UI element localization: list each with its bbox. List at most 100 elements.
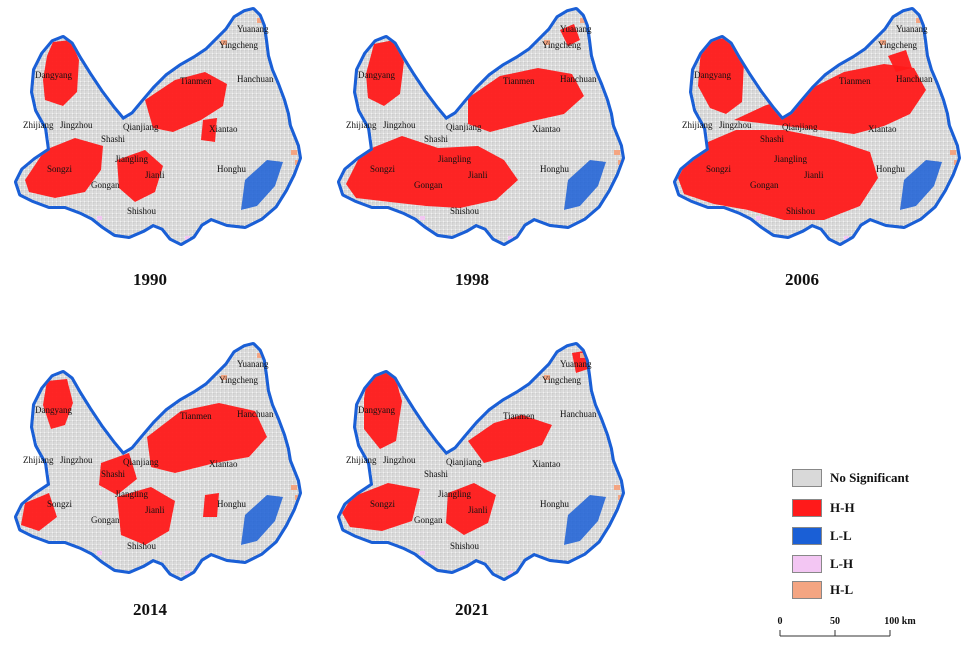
city-label: Xiantao bbox=[209, 124, 238, 134]
hl-cell bbox=[618, 495, 622, 500]
hl-cell bbox=[614, 150, 620, 155]
city-label: Xiantao bbox=[532, 124, 561, 134]
city-label: Xiantao bbox=[209, 459, 238, 469]
map-panel-1990: Yuanang Yingcheng Dangyang Hanchuan Tianmen Z… bbox=[5, 7, 305, 246]
city-label: Yuanang bbox=[560, 24, 592, 34]
hl-cell bbox=[950, 150, 956, 155]
city-label: Jianli bbox=[468, 505, 488, 515]
city-label: Shishou bbox=[786, 206, 816, 216]
legend-label: H-H bbox=[830, 500, 855, 515]
legend-swatch bbox=[792, 555, 822, 573]
lh-cell bbox=[97, 551, 102, 555]
hh-cluster bbox=[203, 493, 219, 517]
ll-lake bbox=[564, 495, 606, 545]
city-label: Gongan bbox=[750, 180, 779, 190]
city-label: Qianjiang bbox=[123, 122, 159, 132]
city-label: Honghu bbox=[540, 499, 569, 509]
city-label: Tianmen bbox=[503, 411, 535, 421]
city-label: Honghu bbox=[876, 164, 905, 174]
lh-cell bbox=[185, 236, 190, 240]
city-label: Jianli bbox=[804, 170, 824, 180]
hl-cell bbox=[291, 150, 297, 155]
map-panel-1998: Yuanang Yingcheng Dangyang Hanchuan Tianmen Z… bbox=[328, 7, 628, 246]
hl-cell bbox=[257, 18, 263, 23]
scale-tick-100: 100 km bbox=[884, 616, 916, 627]
lh-cell bbox=[756, 216, 761, 220]
hh-cluster bbox=[342, 483, 420, 531]
hh-cluster bbox=[446, 483, 496, 535]
city-label: Yingcheng bbox=[219, 40, 258, 50]
city-label: Yuanang bbox=[237, 24, 269, 34]
city-label: Jingzhou bbox=[60, 120, 93, 130]
city-label: Songzi bbox=[47, 164, 73, 174]
city-label: Shashi bbox=[424, 134, 449, 144]
city-label: Dangyang bbox=[694, 70, 731, 80]
year-label-2021: 2021 bbox=[455, 600, 489, 619]
year-label-1990: 1990 bbox=[133, 270, 167, 289]
city-label: Xiantao bbox=[532, 459, 561, 469]
lh-cell bbox=[844, 236, 849, 240]
city-label: Shashi bbox=[101, 134, 126, 144]
hh-cluster bbox=[147, 403, 267, 473]
city-label: Gongan bbox=[91, 515, 120, 525]
map-panel-2014: Yuanang Yingcheng Dangyang Hanchuan Tianmen Z… bbox=[5, 342, 305, 581]
ll-lake bbox=[241, 160, 283, 210]
city-label: Songzi bbox=[370, 499, 396, 509]
city-label: Yingcheng bbox=[878, 40, 917, 50]
city-label: Songzi bbox=[47, 499, 73, 509]
legend-swatch bbox=[792, 469, 822, 487]
hl-cell bbox=[544, 40, 550, 45]
city-label: Jingzhou bbox=[383, 455, 416, 465]
city-label: Jiangling bbox=[438, 489, 471, 499]
lh-cell bbox=[97, 216, 102, 220]
hh-cluster bbox=[43, 40, 79, 106]
lh-cell bbox=[420, 216, 425, 220]
city-label: Shashi bbox=[424, 469, 449, 479]
city-label: Dangyang bbox=[358, 70, 395, 80]
map-svg: Yuanang Yingcheng Dangyang Hanchuan Tianmen Z… bbox=[14, 7, 302, 246]
hl-cell bbox=[295, 160, 299, 165]
city-label: Xiantao bbox=[868, 124, 897, 134]
hl-cell bbox=[295, 495, 299, 500]
map-svg: Yuanang Yingcheng Dangyang Hanchuan Tianmen Z… bbox=[337, 342, 625, 581]
hh-cluster bbox=[698, 38, 744, 114]
legend-label: No Significant bbox=[830, 470, 910, 485]
city-label: Tianmen bbox=[839, 76, 871, 86]
city-label: Jianli bbox=[145, 170, 165, 180]
legend-swatch bbox=[792, 527, 822, 545]
hl-cell bbox=[618, 160, 622, 165]
city-label: Shashi bbox=[101, 469, 126, 479]
legend-item-lh: L-H bbox=[792, 554, 853, 574]
city-label: Jiangling bbox=[115, 489, 148, 499]
city-label: Dangyang bbox=[358, 405, 395, 415]
city-label: Jingzhou bbox=[383, 120, 416, 130]
city-label: Hanchuan bbox=[560, 409, 597, 419]
hh-cluster bbox=[201, 118, 217, 142]
hl-cell bbox=[544, 375, 550, 380]
hl-cell bbox=[221, 375, 227, 380]
city-label: Zhijiang bbox=[682, 120, 713, 130]
city-label: Hanchuan bbox=[560, 74, 597, 84]
year-label-2014: 2014 bbox=[133, 600, 167, 619]
city-label: Gongan bbox=[414, 515, 443, 525]
scale-tick-50: 50 bbox=[830, 616, 840, 627]
city-label: Yingcheng bbox=[542, 375, 581, 385]
legend-label: H-L bbox=[830, 582, 854, 597]
hh-cluster bbox=[468, 415, 552, 463]
city-label: Songzi bbox=[370, 164, 396, 174]
city-label: Qianjiang bbox=[123, 457, 159, 467]
map-svg: Yuanang Yingcheng Dangyang Hanchuan Tianmen Z… bbox=[14, 342, 302, 581]
map-panel-2021: Yuanang Yingcheng Dangyang Hanchuan Tianmen Z… bbox=[328, 342, 628, 581]
ll-lake bbox=[900, 160, 942, 210]
year-label-1998: 1998 bbox=[455, 270, 489, 289]
city-label: Jianli bbox=[145, 505, 165, 515]
hh-cluster bbox=[364, 373, 402, 449]
city-label: Yingcheng bbox=[219, 375, 258, 385]
legend-swatch bbox=[792, 581, 822, 599]
hh-cluster bbox=[888, 50, 912, 72]
city-label: Shishou bbox=[127, 206, 157, 216]
map-svg: Yuanang Yingcheng Dangyang Hanchuan Tianmen Z… bbox=[337, 7, 625, 246]
hl-cell bbox=[916, 18, 922, 23]
city-label: Yuanang bbox=[237, 359, 269, 369]
city-label: Dangyang bbox=[35, 405, 72, 415]
